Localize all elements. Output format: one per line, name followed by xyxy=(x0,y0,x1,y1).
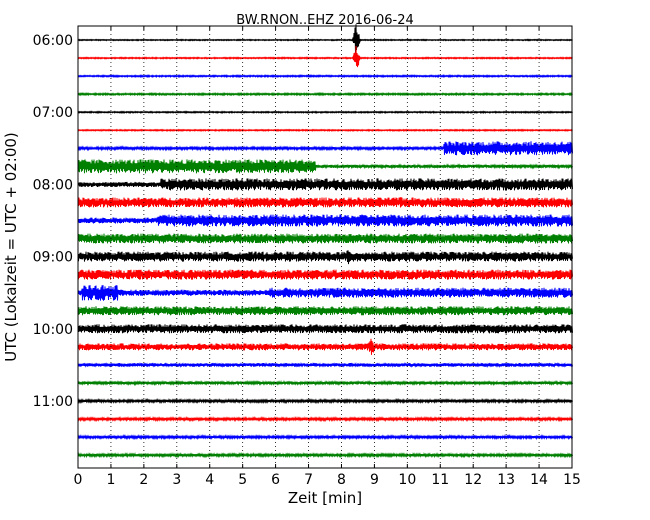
y-tick-label: 11:00 xyxy=(33,394,73,410)
x-axis-label: Zeit [min] xyxy=(288,489,362,507)
trace-1000 xyxy=(77,324,573,334)
trace-0945 xyxy=(77,306,573,316)
x-tick-label: 6 xyxy=(271,472,280,488)
plot-frame xyxy=(77,25,573,469)
trace-0900 xyxy=(77,250,573,265)
x-tick-label: 11 xyxy=(431,472,449,488)
trace-1115 xyxy=(77,415,573,423)
vertical-grid xyxy=(110,26,540,468)
trace-0745 xyxy=(77,159,573,174)
trace-1100 xyxy=(77,397,573,405)
trace-1030 xyxy=(77,361,573,368)
trace-0700 xyxy=(77,110,573,115)
trace-0715 xyxy=(77,128,573,133)
trace-1045 xyxy=(77,379,573,387)
trace-0600 xyxy=(77,24,573,54)
trace-0830 xyxy=(77,214,573,227)
y-axis-label: UTC (Lokalzeit = UTC + 02:00) xyxy=(2,132,20,362)
trace-group xyxy=(77,24,573,459)
x-tick-label: 14 xyxy=(530,472,548,488)
x-tick-label: 2 xyxy=(139,472,148,488)
trace-0645 xyxy=(77,91,573,97)
y-tick-label: 06:00 xyxy=(33,33,73,49)
chart-title: BW.RNON..EHZ 2016-06-24 xyxy=(236,13,414,28)
x-tick-label: 13 xyxy=(497,472,515,488)
y-tick-label: 09:00 xyxy=(33,250,73,266)
trace-0930 xyxy=(77,285,573,301)
y-axis: 06:00 07:00 08:00 09:00 10:00 11:00 xyxy=(33,33,572,410)
trace-0630 xyxy=(77,73,573,79)
trace-0845 xyxy=(77,233,573,244)
trace-0730 xyxy=(77,141,573,156)
y-tick-label: 08:00 xyxy=(33,177,73,193)
trace-0815 xyxy=(77,197,573,208)
trace-0800 xyxy=(77,178,573,191)
trace-1015 xyxy=(77,338,573,355)
x-tick-label: 3 xyxy=(172,472,181,488)
trace-1130 xyxy=(77,433,573,441)
x-tick-label: 1 xyxy=(106,472,115,488)
x-tick-label: 7 xyxy=(304,472,313,488)
x-axis: 0 1 2 3 4 5 6 7 8 9 10 11 12 13 14 15 xyxy=(74,26,581,488)
trace-0615 xyxy=(77,45,573,68)
y-tick-label: 10:00 xyxy=(33,322,73,338)
x-tick-label: 9 xyxy=(370,472,379,488)
x-tick-label: 0 xyxy=(74,472,83,488)
x-tick-label: 15 xyxy=(563,472,581,488)
x-tick-label: 8 xyxy=(337,472,346,488)
trace-1145 xyxy=(77,452,573,459)
x-tick-label: 12 xyxy=(464,472,482,488)
x-tick-label: 4 xyxy=(205,472,214,488)
y-tick-label: 07:00 xyxy=(33,105,73,121)
trace-0915 xyxy=(77,269,573,280)
x-tick-label: 10 xyxy=(398,472,416,488)
x-tick-label: 5 xyxy=(238,472,247,488)
